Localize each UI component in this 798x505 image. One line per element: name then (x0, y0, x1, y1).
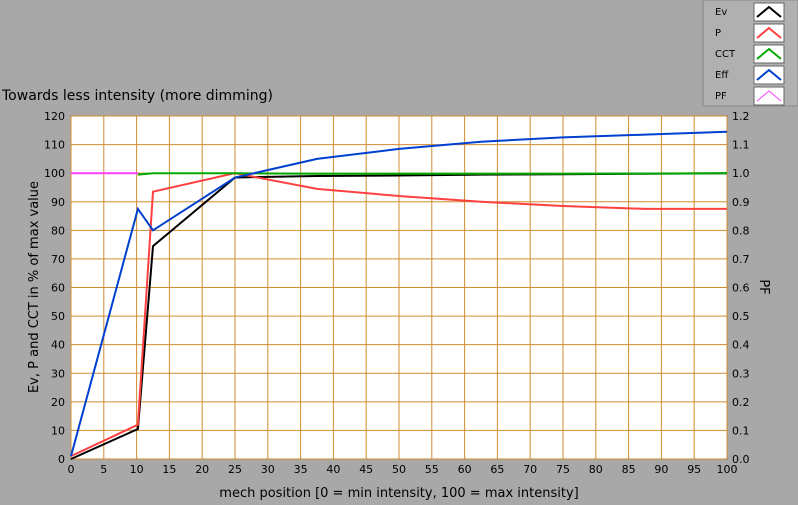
x-tick-label: 35 (294, 463, 308, 476)
x-tick-label: 15 (162, 463, 176, 476)
legend-swatch-eff (756, 68, 782, 81)
series-line-cct (137, 172, 728, 176)
legend-label: CCT (715, 49, 736, 60)
y-tick-label: 60 (51, 282, 65, 295)
legend-swatch-box (753, 23, 785, 43)
x-tick-label: 45 (359, 463, 373, 476)
y-tick-label: 50 (51, 310, 65, 323)
y2-tick-label: 0.2 (732, 396, 750, 409)
legend-swatch-box (753, 44, 785, 64)
legend-swatch-ev (756, 5, 782, 18)
y-axis-title: Ev, P and CCT in % of max value (27, 181, 42, 393)
legend-swatch-cct (756, 47, 782, 60)
legend-swatch-box (753, 2, 785, 22)
y2-tick-label: 0.9 (732, 196, 750, 209)
y-tick-label: 10 (51, 424, 65, 437)
x-tick-label: 95 (687, 463, 701, 476)
y-tick-label: 40 (51, 339, 65, 352)
series-line-p (70, 172, 727, 458)
y-tick-label: 70 (51, 253, 65, 266)
y-tick-label: 100 (44, 167, 65, 180)
y-tick-label: 80 (51, 224, 65, 237)
x-tick-label: 85 (622, 463, 636, 476)
x-tick-label: 50 (392, 463, 406, 476)
grid (70, 115, 728, 460)
legend-swatch-box (753, 86, 785, 106)
y-tick-label: 0 (58, 453, 65, 466)
x-tick-label: 55 (425, 463, 439, 476)
y2-tick-label: 0.4 (732, 339, 750, 352)
y2-tick-label: 0.1 (732, 424, 750, 437)
legend: Ev P CCT Eff PF (702, 0, 798, 107)
y2-tick-label: 1.1 (732, 139, 750, 152)
y-tick-label: 30 (51, 367, 65, 380)
chart-title: Towards less intensity (more dimming) (1, 88, 273, 104)
x-tick-label: 100 (717, 463, 738, 476)
y2-tick-label: 0.3 (732, 367, 750, 380)
y2-tick-label: 0.5 (732, 310, 750, 323)
x-axis-title: mech position [0 = min intensity, 100 = … (219, 486, 578, 501)
legend-swatch-pf (756, 90, 782, 102)
y2-tick-label: 1.2 (732, 110, 750, 123)
x-tick-label: 65 (490, 463, 504, 476)
x-tick-label: 0 (68, 463, 75, 476)
legend-swatch-box (753, 65, 785, 85)
x-tick-label: 40 (326, 463, 340, 476)
legend-label: P (715, 28, 721, 39)
x-tick-label: 75 (556, 463, 570, 476)
y-tick-label: 20 (51, 396, 65, 409)
x-tick-label: 10 (130, 463, 144, 476)
y2-axis-ticks: 0.0 0.1 0.2 0.3 0.4 0.5 0.6 0.7 0.8 0.9 1.0 1.1 1.2 (732, 110, 750, 466)
series-line-eff (70, 130, 728, 457)
y-tick-label: 110 (44, 139, 65, 152)
y2-tick-label: 0.0 (732, 453, 750, 466)
x-tick-label: 5 (100, 463, 107, 476)
y2-tick-label: 0.8 (732, 224, 750, 237)
x-tick-label: 60 (458, 463, 472, 476)
y2-tick-label: 1.0 (732, 167, 750, 180)
y-tick-label: 90 (51, 196, 65, 209)
x-tick-label: 25 (228, 463, 242, 476)
y2-axis-title: PF (756, 279, 771, 294)
legend-swatch-p (756, 26, 782, 39)
legend-label: Ev (715, 7, 727, 18)
y2-tick-label: 0.6 (732, 282, 750, 295)
series-lines (70, 130, 728, 460)
y-tick-label: 120 (44, 110, 65, 123)
y2-tick-label: 0.7 (732, 253, 750, 266)
x-tick-label: 80 (589, 463, 603, 476)
x-tick-label: 20 (195, 463, 209, 476)
legend-label: Eff (715, 70, 729, 81)
x-tick-label: 30 (261, 463, 275, 476)
x-tick-label: 90 (654, 463, 668, 476)
x-tick-label: 70 (523, 463, 537, 476)
y-axis-ticks: 0 10 20 30 40 50 60 70 80 90 100 110 120 (44, 110, 65, 466)
x-axis-ticks: 0 5 10 15 20 25 30 35 40 45 50 55 60 65 70 75 80 85 90 95 10… (68, 463, 738, 476)
legend-label: PF (715, 91, 727, 102)
